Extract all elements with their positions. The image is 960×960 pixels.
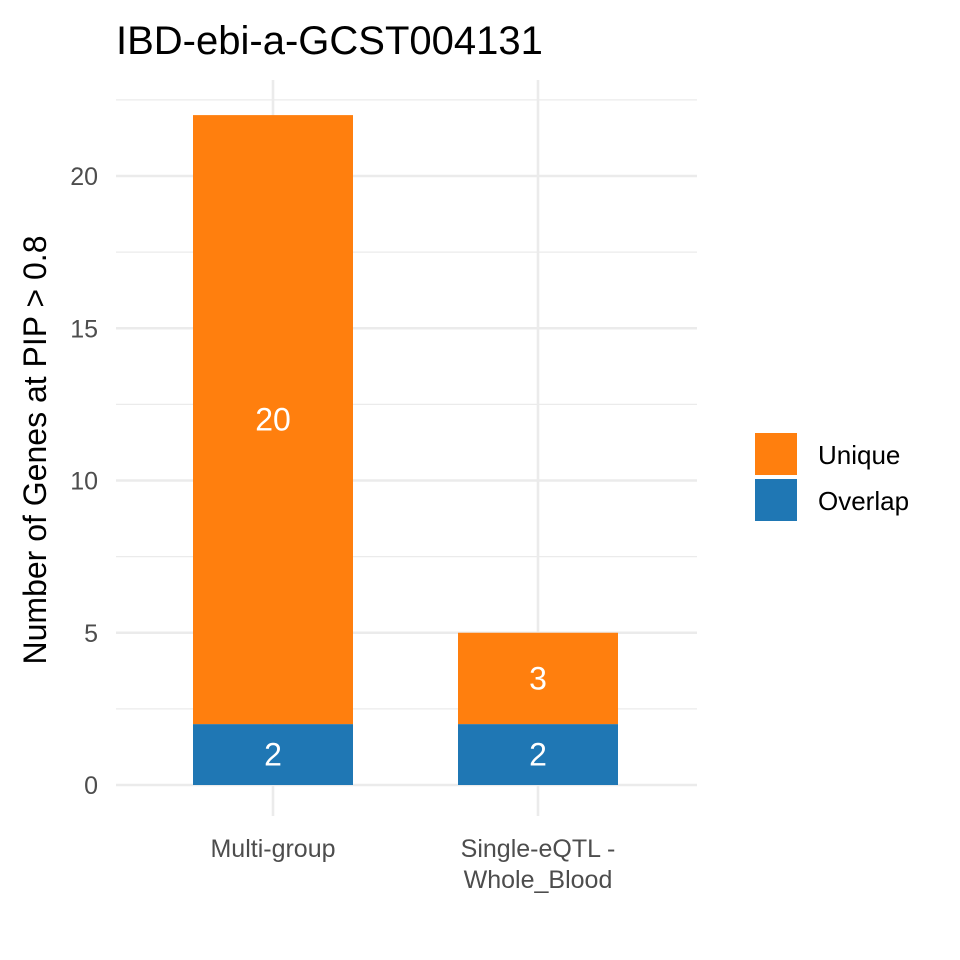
bar-labels: 2 20 2 3 [255,402,547,773]
legend-label-unique: Unique [818,440,900,470]
y-axis-label: Number of Genes at PIP > 0.8 [17,236,53,665]
x-tick-label: Single-eQTL - [461,835,616,863]
bar-overlap-1 [458,724,618,785]
bar-unique-0 [193,115,353,725]
legend-label-overlap: Overlap [818,486,909,516]
x-tick-label: Whole_Blood [464,866,613,894]
y-tick-label: 20 [70,163,98,191]
x-axis-ticks: Multi-group Single-eQTL - Whole_Blood [210,835,615,894]
chart-title: IBD-ebi-a-GCST004131 [116,19,543,63]
legend-key-unique [755,433,797,475]
bars [193,115,618,785]
bar-unique-1 [458,632,618,725]
y-tick-label: 15 [70,315,98,343]
y-tick-label: 10 [70,468,98,496]
y-axis-ticks: 0 5 10 15 20 [70,163,98,800]
x-tick-label: Multi-group [210,835,335,863]
data-label-unique-0: 20 [255,402,291,438]
legend-key-overlap [755,479,797,521]
data-label-overlap-0: 2 [264,737,282,773]
data-label-unique-1: 3 [529,660,547,696]
data-label-overlap-1: 2 [529,737,547,773]
bar-overlap-0 [193,724,353,785]
legend: Unique Overlap [755,433,909,521]
y-tick-label: 5 [84,620,98,648]
y-tick-label: 0 [84,772,98,800]
